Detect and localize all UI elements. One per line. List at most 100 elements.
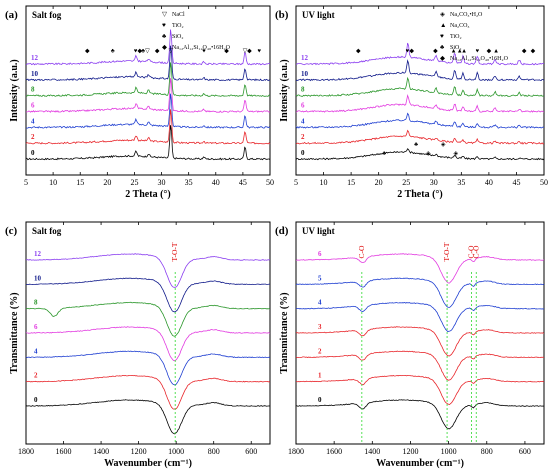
series-12-line (295, 42, 545, 66)
x-tick-label: 1400 (364, 447, 380, 456)
series-4-label: 4 (31, 117, 35, 125)
phase-marker: ◆ (433, 48, 438, 54)
y-axis-label: Transmittance (%) (9, 292, 20, 373)
series-0-line (25, 399, 271, 435)
phase-marker: ♥ (134, 48, 138, 54)
phase-marker: ◈ (441, 142, 446, 148)
phase-marker: ▽ (168, 48, 173, 54)
phase-marker: ♥ (406, 48, 410, 54)
legend-symbol: ♥ (162, 22, 166, 29)
phase-marker: ▲ (461, 48, 467, 54)
panel-title: UV light (302, 226, 335, 236)
phase-marker: ▲ (451, 48, 457, 54)
x-axis-label: Wavenumber (cm⁻¹) (104, 458, 192, 469)
series-2-label: 2 (31, 133, 35, 141)
series-10-line (295, 59, 545, 82)
series-4-line (295, 301, 545, 332)
x-tick-label: 600 (519, 447, 531, 456)
x-tick-label: 800 (481, 447, 493, 456)
x-tick-label: 5 (24, 178, 28, 187)
series-0-line (25, 125, 271, 161)
phase-marker: ♣ (141, 48, 145, 54)
x-tick-label: 45 (512, 178, 520, 187)
legend-label: SiO₂ (450, 45, 461, 51)
phase-marker: ◆ (155, 48, 160, 54)
legend-label: Na₁₂Al₁₂Si₁₂O₄₈•16H₂O (450, 56, 509, 62)
y-axis-label: Intensity (a.u.) (279, 59, 290, 122)
guide-label: C-O (471, 245, 480, 259)
series-8-line (295, 76, 545, 97)
x-tick-label: 5 (294, 178, 298, 187)
x-tick-label: 25 (402, 178, 410, 187)
series-2-line (25, 374, 271, 410)
x-tick-label: 800 (208, 447, 220, 456)
x-tick-label: 15 (76, 178, 84, 187)
series-12-label: 12 (34, 250, 42, 258)
x-tick-label: 1800 (288, 447, 304, 456)
x-tick-label: 10 (320, 178, 328, 187)
y-axis-label: Intensity (a.u.) (9, 59, 20, 122)
series-2-line (25, 109, 271, 145)
x-tick-label: 15 (347, 178, 355, 187)
x-tick-label: 1000 (168, 447, 184, 456)
series-5-line (295, 277, 545, 308)
phase-marker: ▲ (493, 48, 499, 54)
x-tick-label: 20 (375, 178, 383, 187)
x-tick-label: 600 (245, 447, 257, 456)
series-0-line (295, 148, 545, 161)
phase-marker: ◆ (522, 48, 527, 54)
series-2-label: 2 (301, 133, 305, 141)
series-6-line (26, 78, 271, 113)
legend-label: SiO₂ (172, 34, 183, 40)
x-tick-label: 20 (103, 178, 111, 187)
axes-frame (25, 5, 271, 176)
legend-symbol: ♣ (162, 33, 167, 40)
x-tick-label: 50 (540, 178, 548, 187)
series-1-label: 1 (318, 372, 322, 380)
legend-label: TiO₂ (450, 34, 462, 40)
series-2-label: 2 (34, 372, 38, 380)
series-8-label: 8 (31, 86, 35, 94)
x-axis-label: 2 Theta (°) (125, 189, 170, 200)
series-5-label: 5 (318, 274, 322, 282)
phase-marker: ♥ (257, 48, 261, 54)
series-3-line (295, 326, 545, 357)
x-tick-label: 25 (130, 178, 138, 187)
phase-marker: ◆ (531, 48, 536, 54)
series-10-label: 10 (34, 274, 42, 282)
series-8-line (26, 301, 271, 337)
series-8-label: 8 (34, 299, 38, 307)
series-8-line (25, 62, 271, 97)
series-6-label: 6 (318, 250, 322, 258)
x-tick-label: 30 (430, 178, 438, 187)
series-2-line (295, 350, 544, 381)
x-axis-label: Wavenumber (cm⁻¹) (376, 458, 464, 469)
panel-label: (b) (275, 9, 289, 21)
series-6-label: 6 (31, 102, 35, 110)
panel-title: UV light (302, 10, 335, 20)
phase-marker: ◆ (409, 48, 414, 54)
series-6-label: 6 (34, 323, 38, 331)
series-6-line (25, 326, 271, 362)
legend-label: NaCl (172, 12, 185, 18)
panel-label: (a) (5, 9, 18, 21)
guide-label: T-O-T (170, 242, 179, 261)
phase-marker: ♥ (476, 48, 480, 54)
series-6-label: 6 (301, 102, 305, 110)
series-10-label: 10 (31, 70, 39, 78)
series-12-label: 12 (301, 54, 309, 62)
phase-marker: ◆ (487, 48, 492, 54)
series-10-line (25, 45, 271, 82)
phase-marker: ♣ (382, 151, 386, 157)
series-10-line (25, 277, 271, 313)
series-0-label: 0 (31, 149, 35, 157)
x-tick-label: 1600 (326, 447, 342, 456)
x-tick-label: 1400 (93, 447, 109, 456)
phase-marker: ◆ (247, 48, 252, 54)
series-0-label: 0 (318, 396, 322, 404)
series-4-line (25, 350, 271, 386)
legend-label: TiO₂ (172, 23, 184, 29)
series-0-label: 0 (301, 149, 305, 157)
panel-label: (c) (5, 225, 18, 237)
